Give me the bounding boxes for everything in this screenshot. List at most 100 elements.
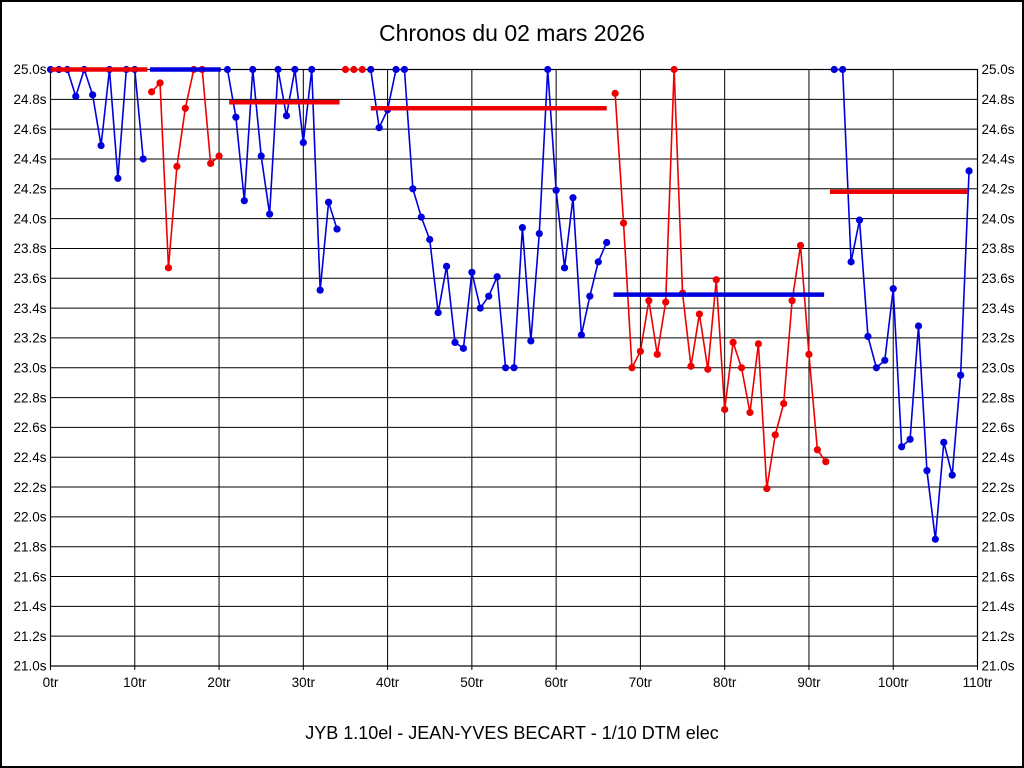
y-tick-label-right: 23.6s [982,271,1015,286]
y-tick-label-left: 22.4s [13,450,46,465]
lap-time-point-driver-red [822,458,830,466]
x-tick-label: 10tr [123,675,147,690]
y-tick-label-right: 22.6s [982,420,1015,435]
lap-time-point-driver-red [156,79,164,87]
y-tick-label-left: 23.8s [13,241,46,256]
lap-time-point-driver-blue [493,273,501,281]
y-tick-label-left: 25.0s [13,62,46,77]
lap-time-point-driver-blue [325,198,333,206]
lap-time-point-driver-blue [872,364,880,372]
lap-time-point-driver-red [628,364,636,372]
y-tick-label-right: 21.0s [982,659,1015,674]
lap-time-point-driver-blue [232,113,240,121]
lap-time-point-driver-blue [139,155,147,163]
lap-time-point-driver-red [636,347,645,355]
y-tick-label-left: 22.8s [13,390,46,405]
lap-time-point-driver-blue [847,258,855,266]
lap-time-point-driver-red [813,446,821,454]
lap-time-point-driver-blue [501,364,510,372]
y-tick-label-left: 21.6s [13,569,46,584]
y-tick-label-left: 22.2s [13,480,46,495]
lap-time-point-driver-blue [442,262,451,270]
lap-time-point-driver-red [670,65,678,74]
x-tick-label: 100tr [878,675,909,690]
y-tick-label-left: 21.8s [13,539,46,554]
lap-time-point-driver-red [173,162,181,171]
lap-time-line-driver-blue [834,68,970,541]
lap-time-point-driver-blue [274,65,282,74]
y-tick-label-right: 23.2s [982,331,1015,346]
lap-time-point-driver-blue [914,322,923,330]
lap-time-point-driver-red [645,297,653,305]
lap-time-point-driver-blue [114,174,122,182]
y-tick-label-left: 24.0s [13,211,46,226]
lap-time-point-driver-red [662,298,670,306]
lap-time-point-driver-red [704,365,712,373]
lap-time-point-driver-red [754,340,762,348]
lap-time-point-driver-blue [257,152,265,160]
y-tick-label-left: 21.4s [13,599,46,614]
plot-border [49,68,979,667]
lap-time-point-driver-blue [476,304,484,312]
y-tick-label-right: 22.0s [982,510,1015,525]
lap-time-point-driver-red [729,338,737,346]
lap-time-point-driver-blue [965,167,973,175]
y-tick-label-left: 23.6s [13,271,46,286]
lap-time-point-driver-red [796,241,805,250]
lap-time-point-driver-red [164,264,173,272]
lap-time-point-driver-blue [855,216,864,224]
lap-time-point-driver-blue [510,364,518,372]
lap-time-point-driver-red [721,405,729,414]
y-tick-label-left: 23.2s [13,331,46,346]
lap-time-point-driver-blue [291,65,299,74]
lap-time-point-driver-blue [375,124,383,132]
lap-time-point-driver-blue [940,438,948,446]
lap-time-point-driver-red [746,408,754,417]
x-tick-label: 20tr [207,675,231,690]
lap-time-point-driver-red [148,88,156,96]
lap-time-point-driver-blue [485,292,493,300]
lap-time-point-driver-blue [400,65,409,74]
lap-time-point-driver-blue [468,268,476,276]
lap-time-point-driver-blue [923,467,931,475]
y-tick-label-left: 22.6s [13,420,46,435]
lap-time-point-driver-blue [97,141,105,150]
x-tick-label: 40tr [376,675,400,690]
lap-time-point-driver-blue [426,235,434,244]
lap-time-point-driver-blue [392,65,400,74]
lap-time-point-driver-blue [417,213,425,221]
lap-time-point-driver-red [341,65,350,74]
y-tick-label-right: 21.4s [982,599,1015,614]
lap-time-point-driver-blue [299,138,307,147]
lap-time-point-driver-red [619,219,628,227]
y-tick-label-right: 23.8s [982,241,1015,256]
lap-time-point-driver-blue [249,65,257,74]
lap-time-point-driver-blue [839,65,847,74]
lap-time-point-driver-blue [459,344,468,352]
y-tick-label-left: 24.6s [13,122,46,137]
x-tick-label: 70tr [629,675,653,690]
lap-time-point-driver-blue [586,292,594,300]
lap-time-point-driver-blue [544,65,552,74]
lap-time-point-driver-blue [560,264,569,272]
y-tick-label-right: 22.4s [982,450,1015,465]
lap-time-point-driver-red [780,399,788,408]
lap-time-point-driver-blue [898,443,906,451]
lap-time-point-driver-red [695,310,704,318]
y-tick-label-right: 24.4s [982,152,1015,167]
lap-time-point-driver-blue [266,210,274,218]
x-tick-label: 80tr [713,675,737,690]
lap-time-line-driver-blue [226,68,338,292]
lap-time-point-driver-blue [333,225,341,233]
lap-time-point-driver-blue [881,356,889,364]
lap-time-point-driver-blue [409,185,417,193]
y-tick-label-right: 23.0s [982,360,1015,375]
y-tick-label-right: 21.6s [982,569,1015,584]
lap-time-point-driver-red [653,350,661,358]
lap-time-point-driver-red [687,362,695,370]
lap-time-point-driver-red [788,297,796,305]
lap-time-point-driver-blue [367,65,375,74]
y-tick-label-right: 21.8s [982,539,1015,554]
lap-time-point-driver-red [181,104,189,112]
